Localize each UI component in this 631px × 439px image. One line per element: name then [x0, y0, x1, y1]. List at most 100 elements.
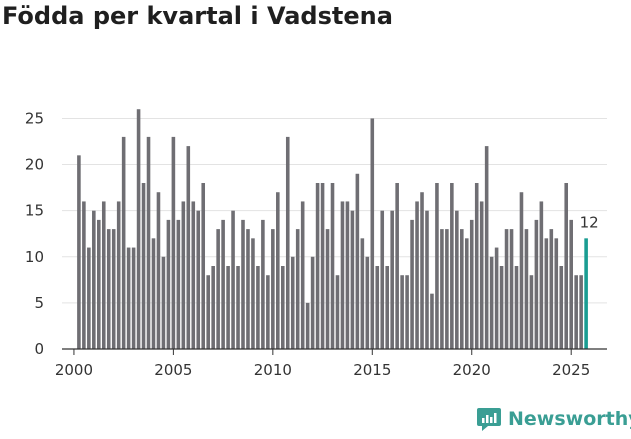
bar — [519, 192, 524, 349]
bar — [335, 275, 340, 349]
bar — [400, 275, 404, 349]
bar — [579, 275, 583, 349]
bar — [280, 266, 285, 349]
bar — [425, 210, 429, 349]
bar — [161, 256, 166, 349]
x-tick-label: 2000 — [55, 361, 93, 379]
bar — [529, 275, 534, 349]
bar — [380, 210, 385, 349]
bar — [489, 256, 494, 349]
bar — [474, 183, 479, 349]
x-tick-label: 2005 — [154, 361, 192, 379]
bar — [539, 201, 544, 349]
bar — [171, 136, 176, 349]
y-tick-label: 0 — [34, 340, 44, 358]
bar — [410, 219, 414, 349]
bar — [295, 229, 300, 349]
y-tick-label: 20 — [25, 156, 44, 174]
bar — [460, 229, 464, 349]
x-tick-label: 2015 — [353, 361, 391, 379]
bar — [464, 238, 469, 349]
bar — [445, 229, 449, 349]
bar — [87, 247, 91, 349]
bar — [395, 183, 399, 349]
bar — [479, 201, 484, 349]
bar — [450, 183, 454, 349]
bar — [504, 229, 509, 349]
bar — [176, 219, 181, 349]
bar — [325, 229, 330, 349]
latest-value-label: 12 — [580, 213, 599, 231]
bar — [330, 183, 335, 349]
bar — [435, 183, 439, 349]
bar — [231, 210, 235, 349]
bar — [564, 183, 569, 349]
bars — [77, 109, 588, 349]
bar — [241, 219, 245, 349]
bar — [455, 210, 459, 349]
bar — [166, 219, 171, 349]
bar — [216, 229, 220, 349]
bar — [285, 136, 290, 349]
bar — [559, 266, 564, 349]
bar — [469, 219, 474, 349]
bar — [206, 275, 210, 349]
bar — [251, 238, 255, 349]
bar — [574, 275, 578, 349]
bar — [136, 109, 141, 349]
x-tick-label: 2010 — [254, 361, 292, 379]
bar — [360, 238, 365, 349]
bar — [77, 155, 81, 349]
bar — [276, 192, 280, 349]
bar — [315, 183, 320, 349]
bar — [181, 201, 186, 349]
bar — [385, 266, 389, 349]
bar — [524, 229, 529, 349]
bar — [534, 219, 539, 349]
bar — [271, 229, 275, 349]
bar — [82, 201, 86, 349]
bar — [126, 247, 131, 349]
bar — [156, 192, 161, 349]
bar — [320, 183, 325, 349]
bar — [440, 229, 444, 349]
bar — [415, 201, 419, 349]
bar — [290, 256, 295, 349]
bar — [544, 238, 549, 349]
bar — [141, 183, 146, 349]
bar — [266, 275, 270, 349]
bar — [97, 219, 101, 349]
y-tick-label: 5 — [34, 294, 44, 312]
brand-name: Newsworthy — [508, 408, 631, 430]
bar — [191, 201, 196, 349]
bar — [211, 266, 215, 349]
y-tick-label: 10 — [25, 248, 44, 266]
bar — [405, 275, 409, 349]
bar — [146, 136, 151, 349]
bar — [116, 201, 121, 349]
chart-title: Födda per kvartal i Vadstena — [2, 2, 393, 30]
bar — [509, 229, 514, 349]
bar — [226, 266, 230, 349]
bar — [554, 238, 559, 349]
bar — [494, 247, 499, 349]
bar — [340, 201, 345, 349]
bar — [196, 210, 201, 349]
bar — [305, 302, 310, 349]
bar — [106, 229, 111, 349]
bar — [345, 201, 350, 349]
bar — [256, 266, 260, 349]
bar — [350, 210, 355, 349]
bar — [131, 247, 136, 349]
bar — [246, 229, 250, 349]
bar — [221, 219, 225, 349]
bar — [430, 293, 434, 349]
bar — [101, 201, 106, 349]
bar-latest — [584, 238, 588, 349]
bar — [236, 266, 240, 349]
bar — [390, 210, 394, 349]
bar — [370, 118, 375, 349]
bar — [300, 201, 305, 349]
x-tick-label: 2025 — [552, 361, 590, 379]
